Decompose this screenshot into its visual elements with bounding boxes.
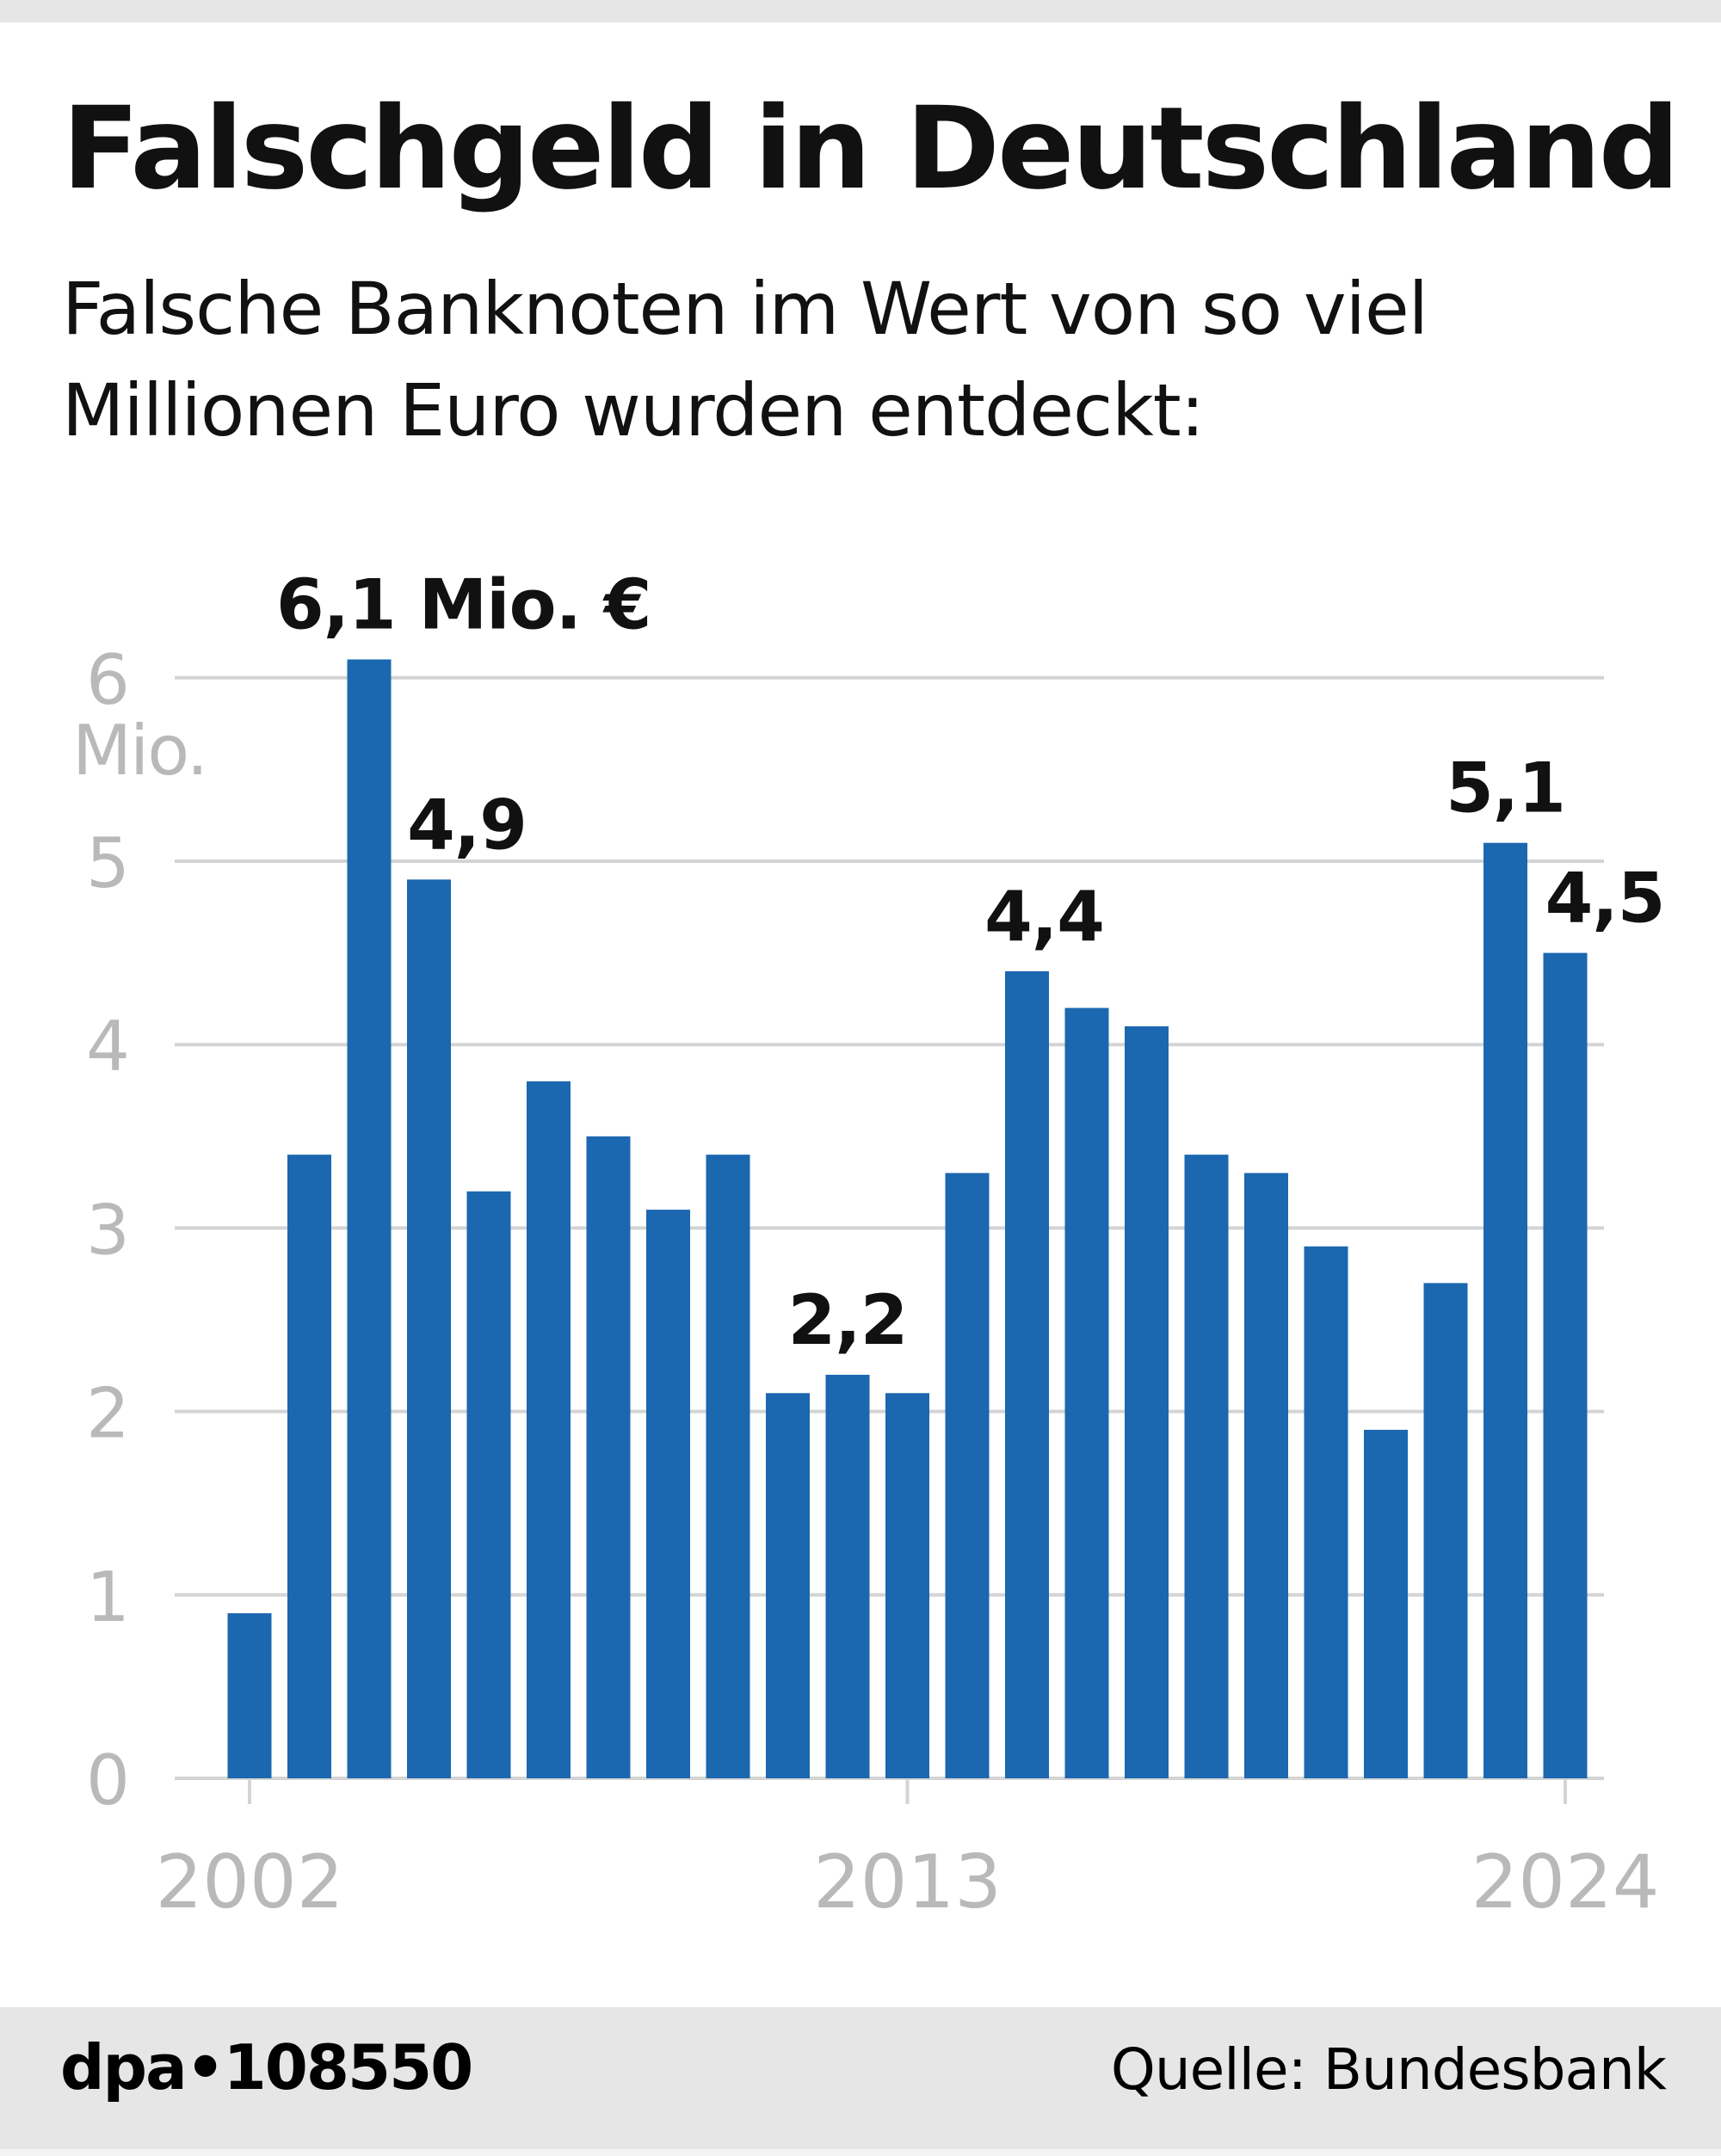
bar-2006 [466, 1191, 511, 1778]
credit: dpa•108550 [60, 2031, 473, 2104]
bar-2003 [287, 1155, 331, 1778]
bar-2010 [706, 1155, 750, 1778]
x-tick-label: 2024 [1471, 1839, 1660, 1925]
bar-2018 [1184, 1155, 1229, 1778]
bar-2021 [1364, 1429, 1408, 1778]
x-tick-label: 2002 [156, 1839, 344, 1925]
chart-subtitle: Falsche Banknoten im Wert von so viel Mi… [62, 267, 1428, 453]
y-tick-label: 4 [86, 1007, 130, 1087]
y-tick-label: 5 [86, 823, 130, 903]
top-strip [0, 0, 1721, 22]
bar-2007 [527, 1081, 571, 1778]
bar-2024 [1543, 952, 1588, 1778]
bar-2016 [1064, 1007, 1109, 1778]
y-tick-label: 0 [86, 1740, 130, 1820]
y-tick-label: 3 [86, 1190, 130, 1270]
bar-2019 [1244, 1173, 1288, 1778]
y-tick-label: 1 [86, 1557, 130, 1637]
bar-2017 [1125, 1026, 1169, 1778]
data-label: 4,9 [407, 785, 527, 865]
bar-2015 [1005, 970, 1049, 1778]
bar-2004 [347, 659, 392, 1778]
bar-2014 [945, 1173, 990, 1778]
bar-2020 [1304, 1246, 1348, 1778]
bar-2012 [825, 1374, 870, 1778]
bar-2022 [1423, 1283, 1468, 1778]
data-label: 4,4 [984, 877, 1104, 957]
bar-2023 [1484, 842, 1527, 1779]
x-tick-label: 2013 [813, 1839, 1002, 1925]
bar-2011 [766, 1393, 810, 1778]
bottom-strip [0, 2149, 1721, 2156]
chart-title: Falschgeld in Deutschland [62, 83, 1680, 215]
source: Quelle: Bundesbank [1110, 2036, 1667, 2103]
bar-2013 [885, 1393, 929, 1778]
data-label: 6,1 Mio. € [276, 564, 651, 644]
bar-2009 [646, 1210, 690, 1778]
data-label: 4,5 [1545, 859, 1665, 939]
y-tick-label: 6 [86, 640, 130, 720]
y-tick-label: 2 [86, 1374, 130, 1454]
data-label: 5,1 [1446, 748, 1565, 829]
data-label: 2,2 [788, 1280, 908, 1360]
bar-2008 [586, 1136, 631, 1778]
footer: dpa•108550 Quelle: Bundesbank [0, 2007, 1721, 2149]
bar-2005 [407, 879, 451, 1778]
bar-2002 [227, 1613, 272, 1778]
y-unit-label: Mio. [72, 711, 207, 791]
